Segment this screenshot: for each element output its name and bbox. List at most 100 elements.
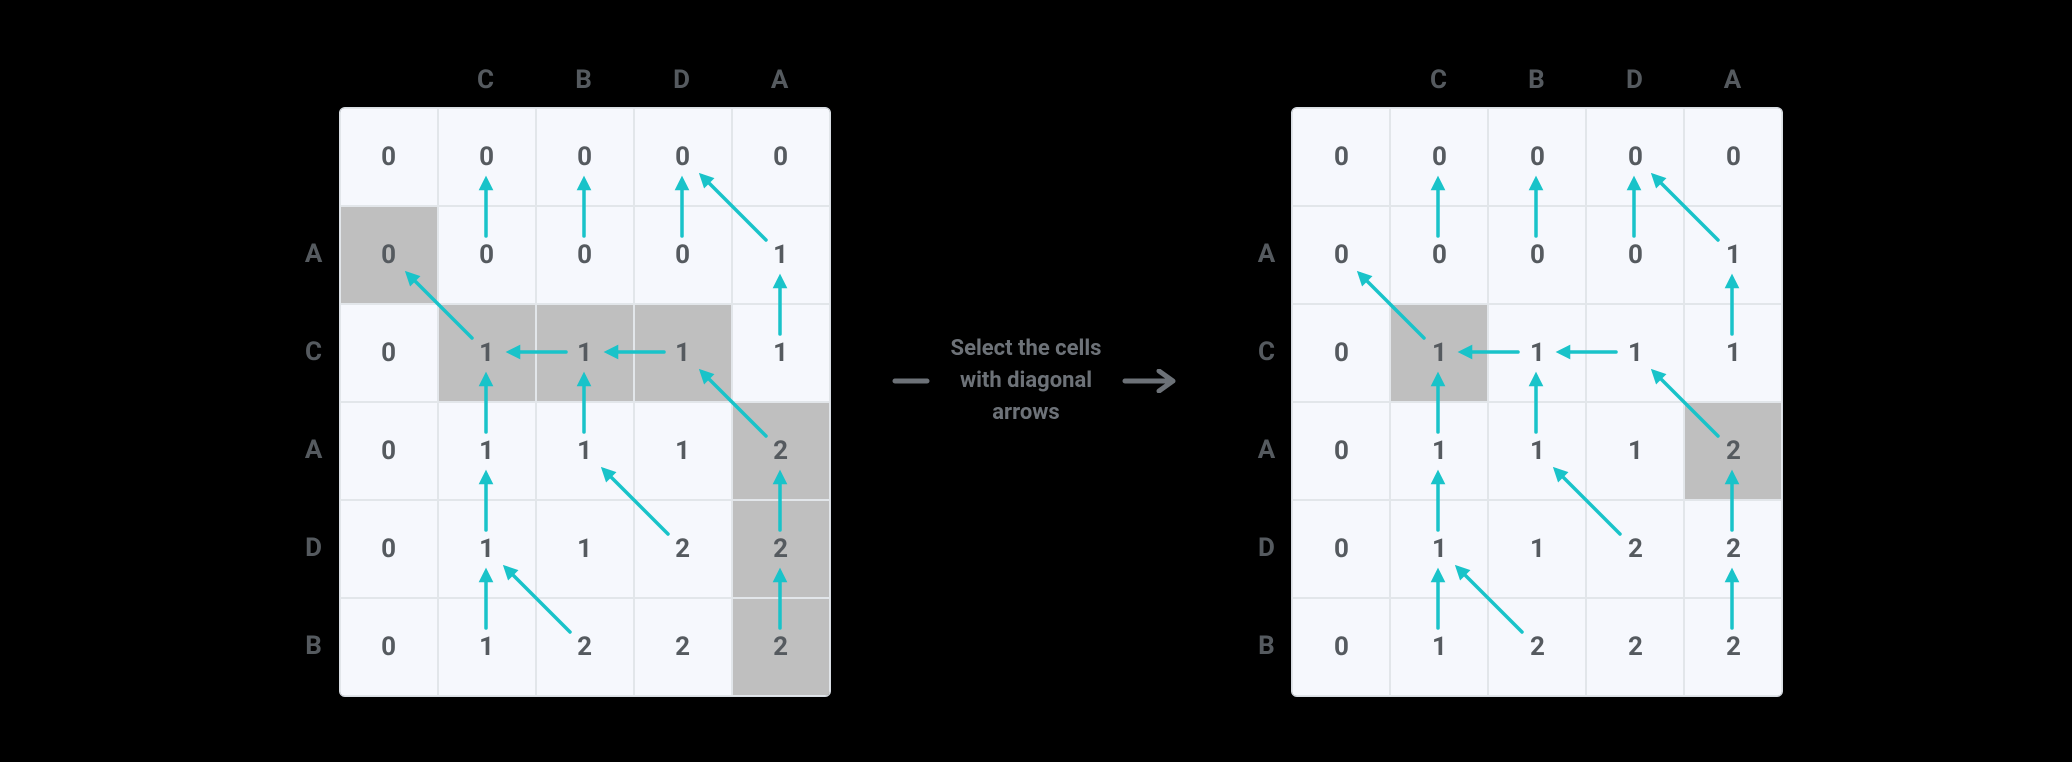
left-cell: 1 bbox=[438, 598, 536, 696]
middle-text: Select the cellswith diagonalarrows bbox=[951, 333, 1102, 429]
right-row-header: A bbox=[1241, 205, 1291, 303]
middle-dash-icon bbox=[891, 375, 931, 387]
right-cell: 1 bbox=[1684, 206, 1782, 304]
left-cell: 0 bbox=[732, 108, 830, 206]
right-cell: 1 bbox=[1684, 304, 1782, 402]
right-cell: 1 bbox=[1390, 598, 1488, 696]
left-cell: 1 bbox=[438, 500, 536, 598]
right-cell: 0 bbox=[1292, 108, 1390, 206]
left-cell: 0 bbox=[536, 108, 634, 206]
left-cell: 0 bbox=[438, 206, 536, 304]
right-row-headers: ACADB bbox=[1241, 107, 1291, 697]
right-cell: 2 bbox=[1488, 598, 1586, 696]
right-col-header: C bbox=[1389, 65, 1487, 107]
right-cell: 0 bbox=[1586, 206, 1684, 304]
left-row-headers: ACADB bbox=[289, 107, 339, 697]
left-cell: 2 bbox=[536, 598, 634, 696]
right-cell: 1 bbox=[1390, 402, 1488, 500]
right-cell: 0 bbox=[1292, 500, 1390, 598]
right-cell: 0 bbox=[1390, 206, 1488, 304]
right-cell: 1 bbox=[1390, 500, 1488, 598]
left-cell: 0 bbox=[340, 500, 438, 598]
right-cell: 0 bbox=[1292, 206, 1390, 304]
right-cell: 0 bbox=[1390, 108, 1488, 206]
left-cell: 0 bbox=[340, 402, 438, 500]
left-cell: 2 bbox=[732, 402, 830, 500]
right-cell: 0 bbox=[1292, 304, 1390, 402]
left-cell: 0 bbox=[340, 206, 438, 304]
left-cell: 1 bbox=[536, 304, 634, 402]
right-col-header bbox=[1291, 65, 1389, 107]
right-matrix-body: ACADB000000000101111011120112201222 bbox=[1241, 107, 1783, 697]
right-matrix-wrap: ACADB000000000101111011120112201222 bbox=[1241, 107, 1783, 697]
left-cell: 1 bbox=[732, 304, 830, 402]
right-cell: 0 bbox=[1586, 108, 1684, 206]
left-matrix-body: ACADB000000000101111011120112201222 bbox=[289, 107, 831, 697]
right-cell: 0 bbox=[1292, 598, 1390, 696]
left-row-header: C bbox=[289, 303, 339, 401]
left-col-header: C bbox=[437, 65, 535, 107]
left-cell: 1 bbox=[634, 402, 732, 500]
right-col-header: D bbox=[1585, 65, 1683, 107]
left-cell: 0 bbox=[536, 206, 634, 304]
left-matrix-wrap: ACADB000000000101111011120112201222 bbox=[289, 107, 831, 697]
right-cell: 2 bbox=[1684, 500, 1782, 598]
right-cell: 0 bbox=[1292, 402, 1390, 500]
left-cell: 1 bbox=[438, 304, 536, 402]
left-cell: 0 bbox=[340, 598, 438, 696]
right-cell: 0 bbox=[1488, 206, 1586, 304]
right-cell: 1 bbox=[1586, 402, 1684, 500]
right-col-headers: CBDA bbox=[1291, 65, 1783, 107]
left-row-header: A bbox=[289, 401, 339, 499]
left-col-header: B bbox=[535, 65, 633, 107]
right-cell: 1 bbox=[1488, 500, 1586, 598]
diagram-container: CBDA ACADB000000000101111011120112201222… bbox=[289, 65, 1784, 697]
right-cell: 0 bbox=[1684, 108, 1782, 206]
right-row-header bbox=[1241, 107, 1291, 205]
left-col-header: D bbox=[633, 65, 731, 107]
left-row-header: B bbox=[289, 597, 339, 695]
left-row-header bbox=[289, 107, 339, 205]
right-cell: 2 bbox=[1586, 500, 1684, 598]
right-cell: 1 bbox=[1586, 304, 1684, 402]
left-cell: 0 bbox=[634, 108, 732, 206]
right-cell: 0 bbox=[1488, 108, 1586, 206]
right-row-header: A bbox=[1241, 401, 1291, 499]
right-grid-wrap: 000000000101111011120112201222 bbox=[1291, 107, 1783, 697]
left-matrix-block: CBDA ACADB000000000101111011120112201222 bbox=[289, 65, 831, 697]
left-cell: 0 bbox=[340, 304, 438, 402]
right-grid: 000000000101111011120112201222 bbox=[1291, 107, 1783, 697]
right-col-header: B bbox=[1487, 65, 1585, 107]
left-cell: 1 bbox=[634, 304, 732, 402]
left-cell: 1 bbox=[536, 500, 634, 598]
left-cell: 0 bbox=[340, 108, 438, 206]
left-grid-wrap: 000000000101111011120112201222 bbox=[339, 107, 831, 697]
left-row-header: A bbox=[289, 205, 339, 303]
left-row-header: D bbox=[289, 499, 339, 597]
left-cell: 2 bbox=[732, 598, 830, 696]
right-cell: 1 bbox=[1488, 304, 1586, 402]
left-col-headers: CBDA bbox=[339, 65, 831, 107]
right-cell: 1 bbox=[1390, 304, 1488, 402]
right-cell: 2 bbox=[1684, 598, 1782, 696]
right-cell: 2 bbox=[1586, 598, 1684, 696]
left-cell: 2 bbox=[634, 500, 732, 598]
right-cell: 1 bbox=[1488, 402, 1586, 500]
left-col-header bbox=[339, 65, 437, 107]
left-cell: 1 bbox=[732, 206, 830, 304]
right-row-header: B bbox=[1241, 597, 1291, 695]
middle-arrow-icon bbox=[1121, 369, 1181, 393]
left-col-header: A bbox=[731, 65, 829, 107]
middle-section: Select the cellswith diagonalarrows bbox=[891, 333, 1182, 429]
left-cell: 0 bbox=[438, 108, 536, 206]
right-col-header: A bbox=[1683, 65, 1781, 107]
left-cell: 1 bbox=[536, 402, 634, 500]
right-matrix-block: CBDA ACADB000000000101111011120112201222 bbox=[1241, 65, 1783, 697]
left-cell: 2 bbox=[634, 598, 732, 696]
left-cell: 1 bbox=[438, 402, 536, 500]
left-cell: 2 bbox=[732, 500, 830, 598]
right-row-header: C bbox=[1241, 303, 1291, 401]
left-cell: 0 bbox=[634, 206, 732, 304]
right-cell: 2 bbox=[1684, 402, 1782, 500]
right-row-header: D bbox=[1241, 499, 1291, 597]
